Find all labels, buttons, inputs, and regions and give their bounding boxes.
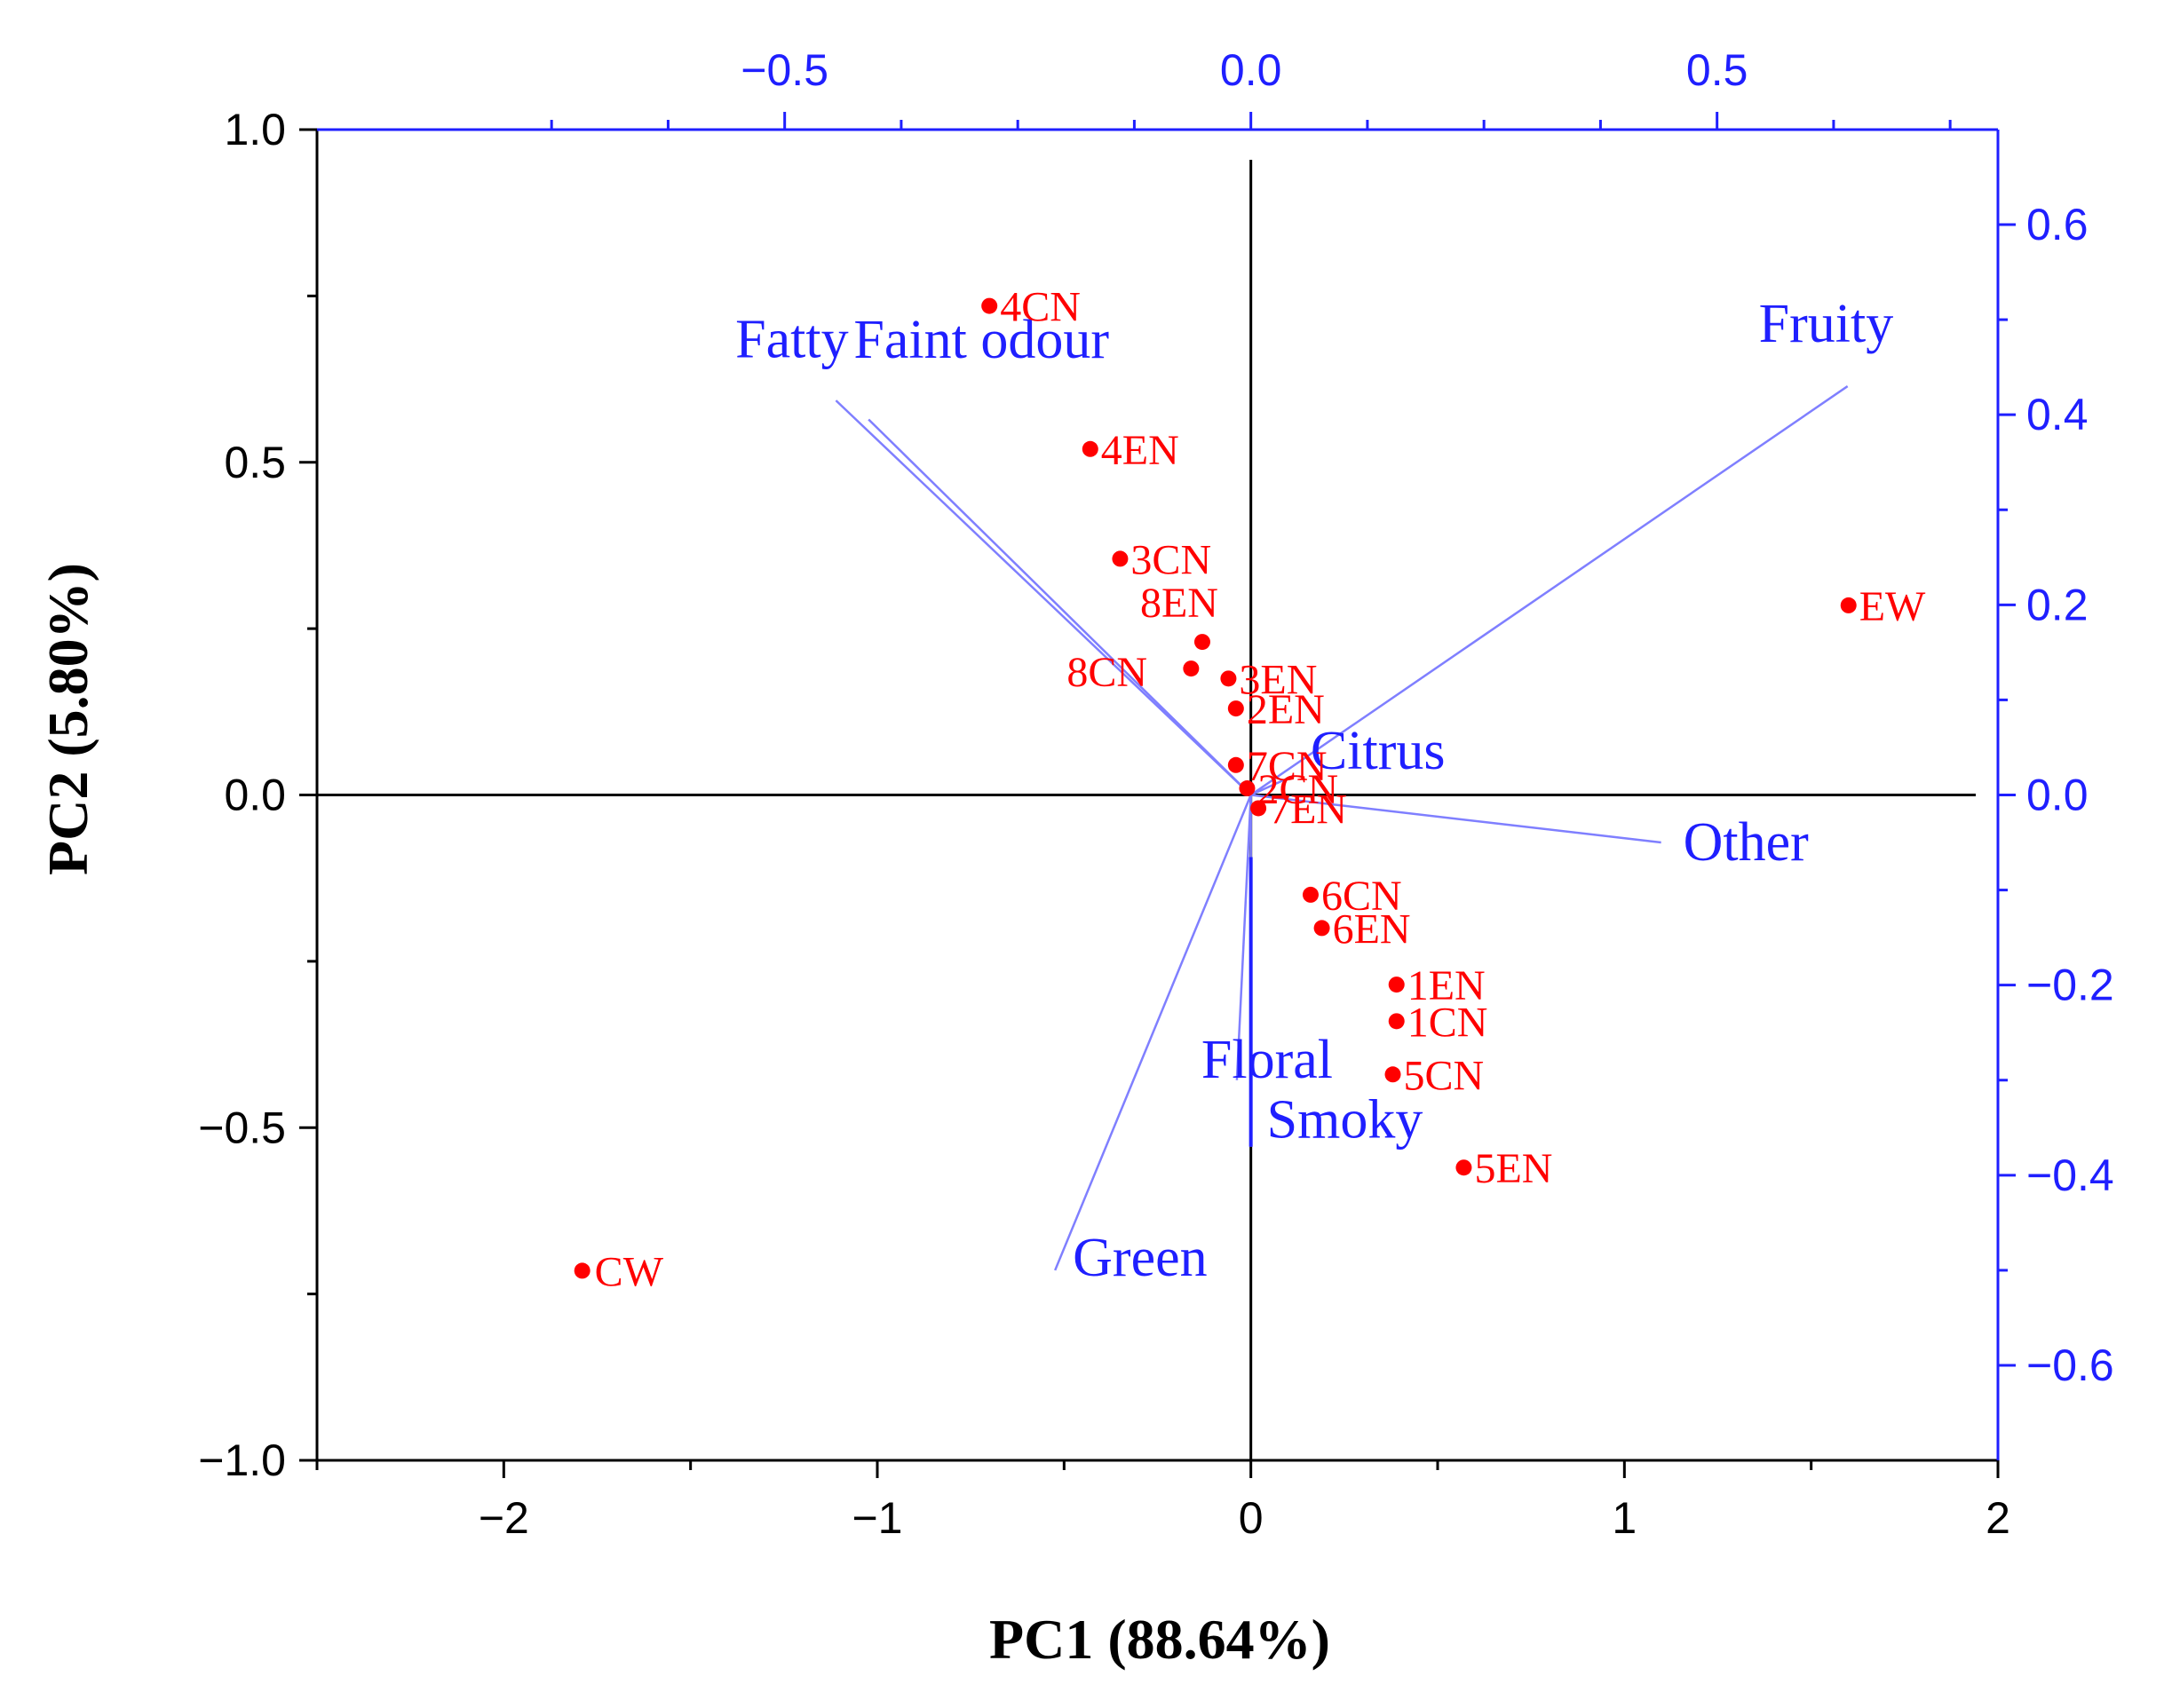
score-point-label: 6EN [1333, 905, 1411, 953]
y-tick-label: 0.5 [224, 438, 286, 487]
score-point [1250, 800, 1267, 817]
y-tick-label: −1.0 [198, 1435, 286, 1485]
score-point-label: 1EN [1407, 962, 1486, 1009]
score-point [1220, 670, 1237, 687]
x-tick-label: −1 [852, 1493, 902, 1543]
score-point [1227, 700, 1244, 717]
score-point-label: 3EN [1239, 656, 1317, 703]
loading-label: Fatty [735, 310, 848, 370]
loading-vector [868, 418, 1252, 796]
score-point [1384, 1066, 1401, 1083]
score-point-label: CW [595, 1248, 664, 1295]
score-point-label: 7EN [1269, 786, 1347, 833]
x-tick-label: −2 [479, 1493, 529, 1543]
y-axis-title: PC2 (5.80%) [36, 563, 99, 875]
x-tick-label: 2 [1986, 1493, 2010, 1543]
score-point [1455, 1159, 1472, 1176]
score-point [1840, 597, 1857, 613]
score-point-label: 7CN [1247, 743, 1328, 790]
score-point-label: 5EN [1474, 1145, 1552, 1192]
loading-vector [1250, 774, 1294, 796]
loading-vector [1054, 795, 1252, 1271]
score-point [1082, 440, 1098, 457]
y-tick-label: 1.0 [224, 105, 286, 154]
loading-label: Other [1684, 812, 1810, 873]
score-point-label: 5CN [1404, 1052, 1485, 1099]
top-tick-label: 0.5 [1686, 45, 1748, 95]
score-point [574, 1262, 591, 1279]
score-point [981, 297, 998, 314]
score-point [1183, 660, 1200, 677]
y-tick-label: −0.5 [198, 1103, 286, 1152]
score-point [1388, 977, 1405, 993]
x-axis-title: PC1 (88.64%) [989, 1608, 1330, 1671]
score-point-label: 6CN [1321, 873, 1402, 920]
score-point [1239, 780, 1256, 797]
score-point-label: 2EN [1247, 686, 1325, 733]
score-point [1313, 920, 1330, 937]
score-point [1193, 634, 1210, 651]
score-point-label: EW [1859, 583, 1926, 630]
score-point-label: 2CN [1257, 766, 1338, 813]
y-tick-label: 0.0 [224, 771, 286, 820]
score-point-label: 3CN [1130, 536, 1211, 583]
axis-ticks-group: −2 −1 0 1 2 −1.0 −0.5 0.0 0.5 1.0 −0.5 0.0 0.5 −0.6 −0… [198, 45, 2113, 1543]
right-tick-label: −0.2 [2026, 961, 2114, 1010]
right-tick-label: −0.6 [2026, 1340, 2114, 1390]
score-point [1388, 1013, 1405, 1030]
score-point-label: 1CN [1407, 999, 1488, 1046]
score-point-label: 4CN [1000, 284, 1081, 331]
loading-vector [1249, 385, 1849, 796]
loading-label: Floral [1201, 1030, 1333, 1090]
right-tick-label: 0.0 [2026, 771, 2089, 820]
loading-label: Fruity [1759, 294, 1894, 354]
loading-label: Citrus [1311, 721, 1446, 781]
loading-label: Smoky [1267, 1090, 1423, 1151]
x-tick-label: 1 [1612, 1493, 1637, 1543]
top-tick-label: 0.0 [1220, 45, 1282, 95]
loading-label: Green [1073, 1228, 1207, 1288]
x-tick-label: 0 [1239, 1493, 1264, 1543]
score-point [1302, 886, 1319, 903]
score-points-group [574, 297, 1857, 1279]
loading-vector [1250, 794, 1661, 844]
loading-vector [835, 399, 1252, 796]
score-point [1112, 550, 1129, 567]
right-tick-label: 0.6 [2026, 200, 2089, 249]
loading-vectors-group [835, 385, 1849, 1271]
score-point-label: 4EN [1101, 427, 1179, 474]
loading-label: Faint odour [853, 310, 1109, 370]
right-tick-label: 0.4 [2026, 390, 2089, 439]
top-tick-label: −0.5 [741, 45, 828, 95]
score-point-label: 8CN [1066, 649, 1147, 696]
score-point [1227, 756, 1244, 773]
loading-vector [1235, 795, 1252, 1080]
score-point-label: 8EN [1140, 580, 1218, 627]
right-tick-label: −0.4 [2026, 1151, 2114, 1200]
right-tick-label: 0.2 [2026, 580, 2089, 629]
